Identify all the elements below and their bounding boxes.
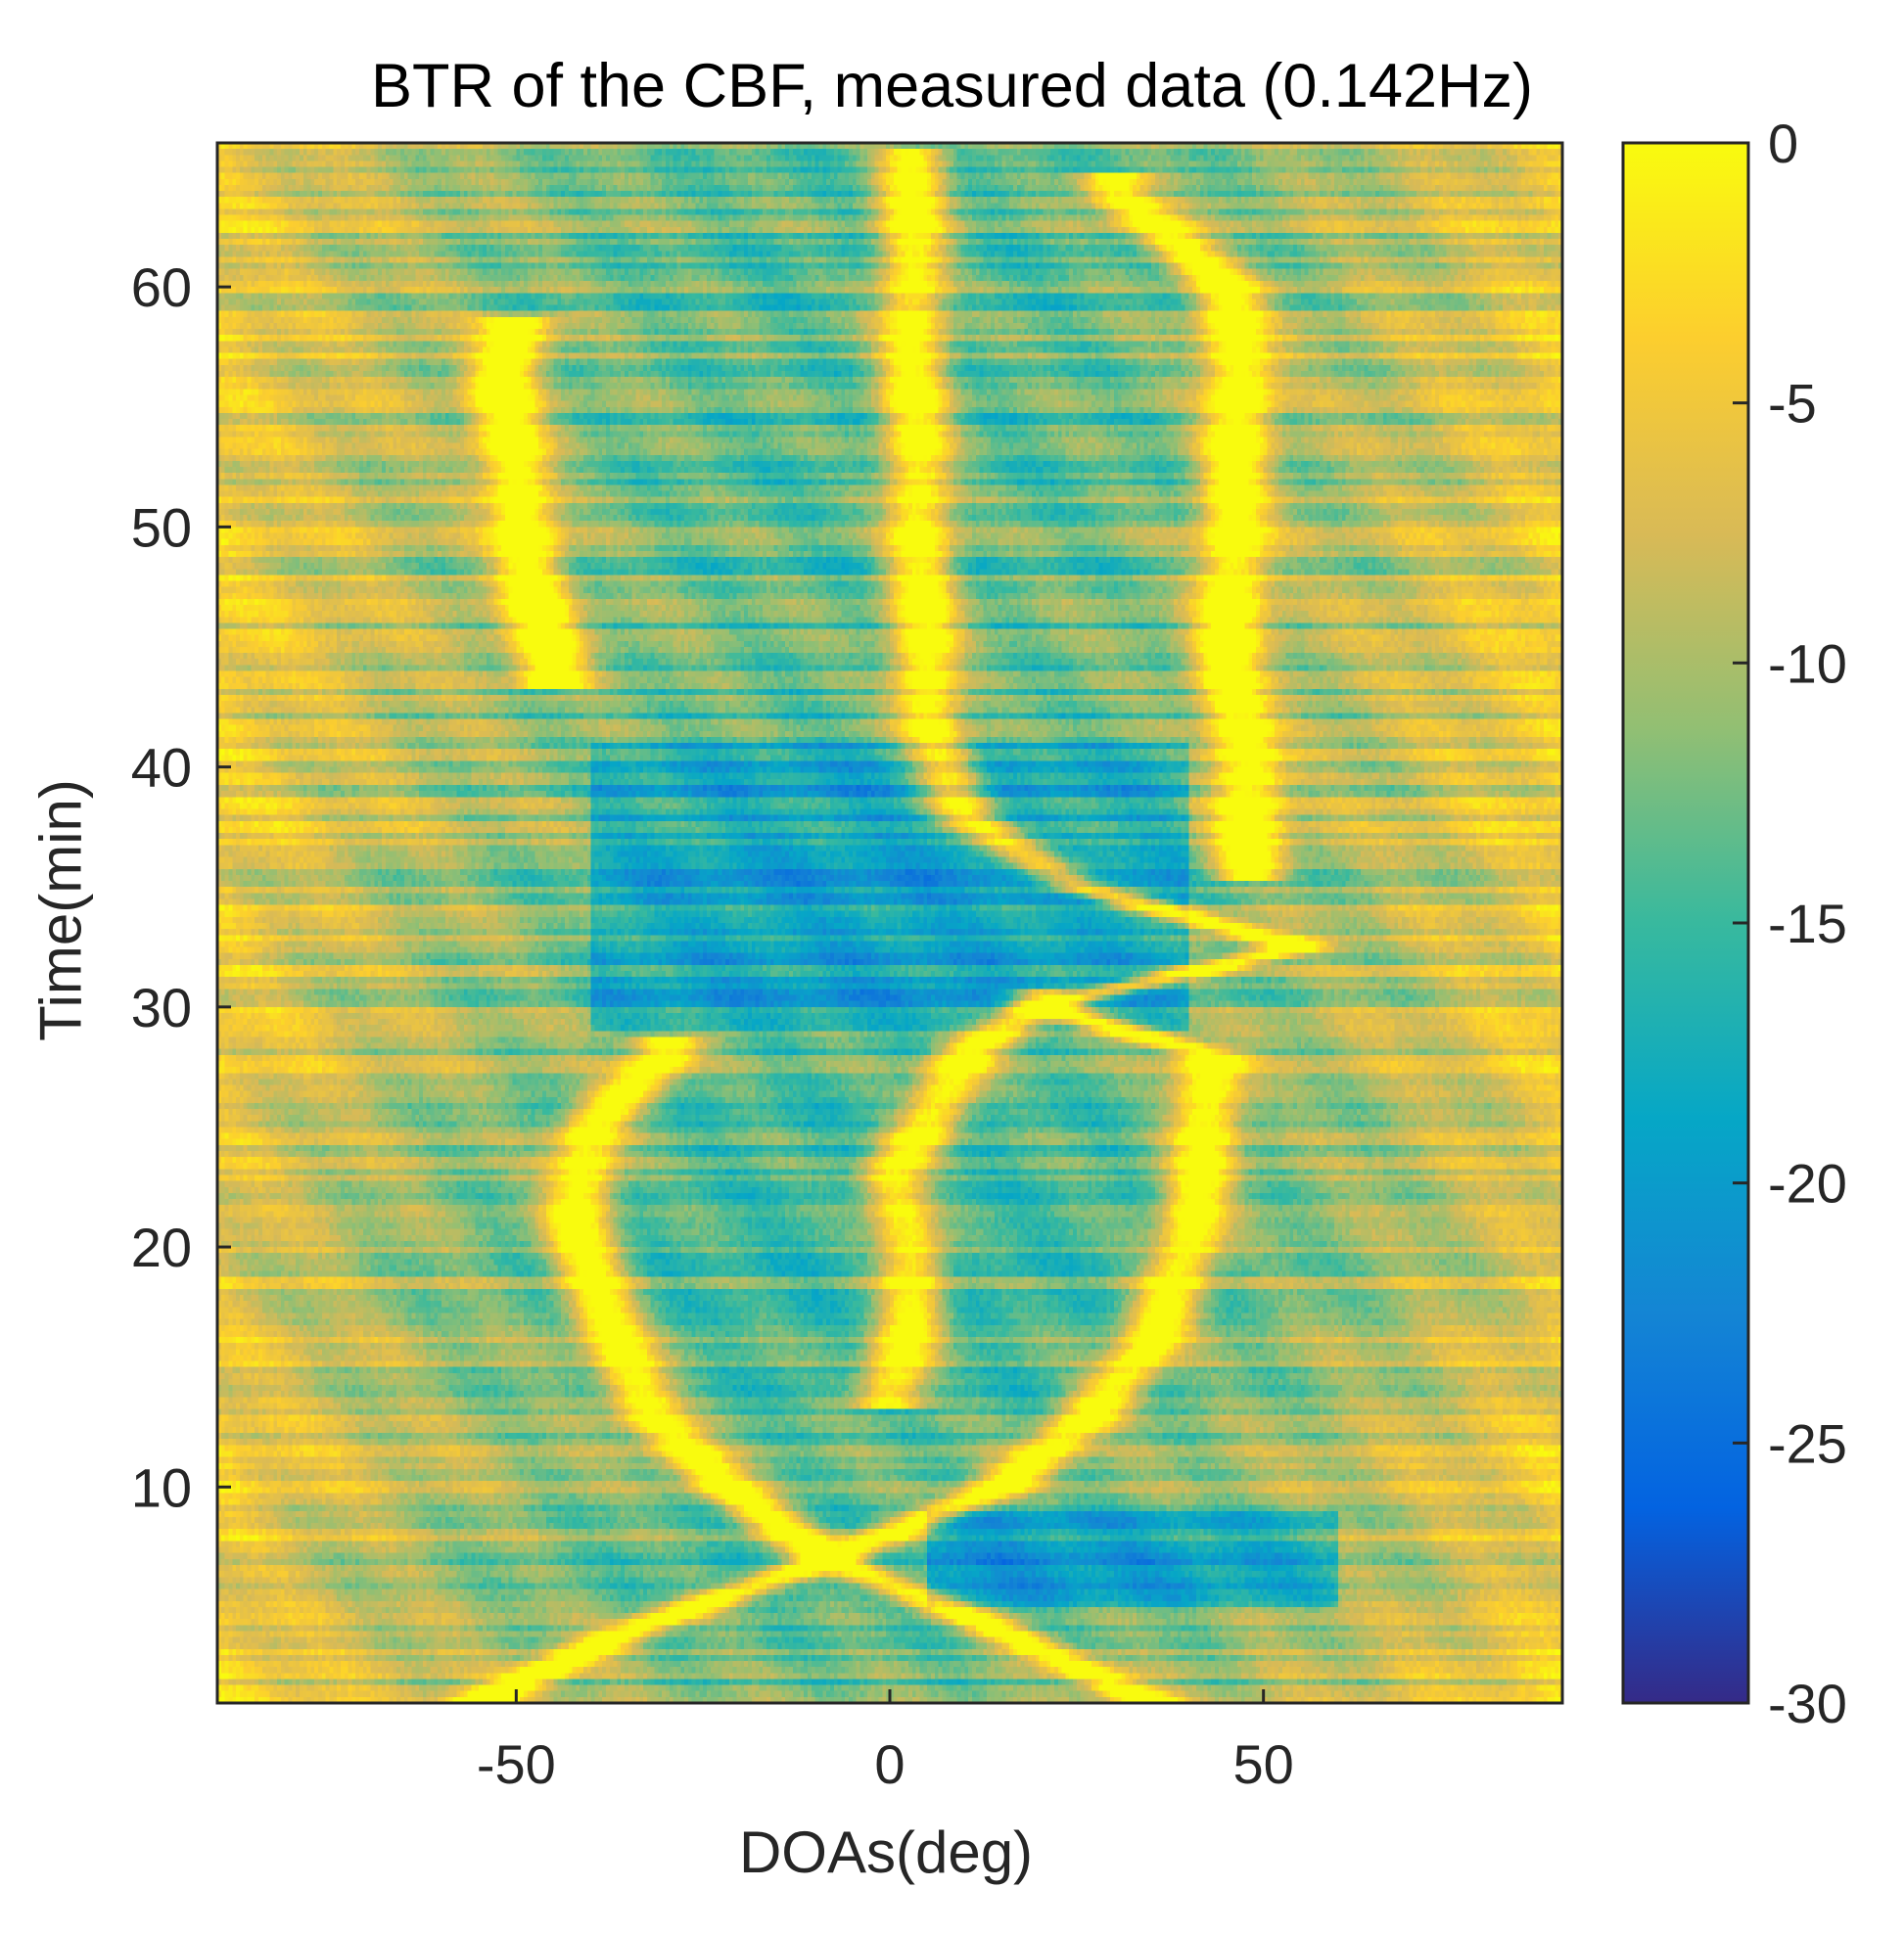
colorbar-tick-label: -10	[1768, 632, 1847, 694]
colorbar-tick-label: -20	[1768, 1153, 1847, 1215]
colorbar-tick-label: -30	[1768, 1673, 1847, 1734]
heatmap-image	[217, 143, 1562, 1703]
y-tick-label: 40	[131, 737, 192, 799]
y-tick-label: 10	[131, 1456, 192, 1518]
x-axis-label: DOAs(deg)	[738, 1819, 1034, 1885]
colorbar-tick-label: -15	[1768, 893, 1847, 954]
chart-title: BTR of the CBF, measured data (0.142Hz)	[370, 52, 1534, 120]
y-tick-label: 20	[131, 1217, 192, 1278]
x-ticks: -50 0 50	[477, 1689, 1294, 1795]
x-tick-label: -50	[477, 1733, 556, 1795]
y-ticks: 10 20 30 40 50 60	[131, 256, 231, 1518]
colorbar-ticks: 0 -5 -10 -15 -20 -25 -30	[1733, 113, 1847, 1734]
colorbar-tick-label: -5	[1768, 373, 1817, 435]
colorbar-tick-label: 0	[1768, 113, 1798, 174]
colorbar: 0 -5 -10 -15 -20 -25 -30	[1621, 113, 1847, 1734]
x-tick-label: 50	[1233, 1733, 1294, 1795]
plot-area	[215, 141, 1564, 1705]
y-tick-label: 30	[131, 977, 192, 1038]
colorbar-gradient	[1621, 141, 1750, 1705]
colorbar-tick-label: -25	[1768, 1412, 1847, 1474]
y-tick-label: 50	[131, 496, 192, 558]
y-tick-label: 60	[131, 256, 192, 318]
x-tick-label: 0	[874, 1733, 905, 1795]
